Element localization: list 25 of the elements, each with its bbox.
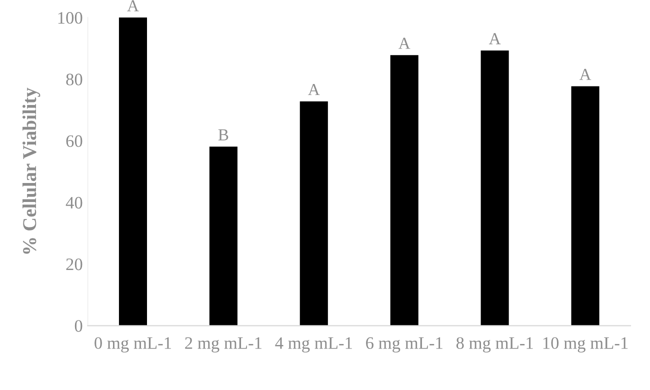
annotation: A: [579, 68, 592, 80]
bar: [571, 86, 600, 326]
y-tick-label: 80: [66, 74, 82, 86]
bar: [209, 146, 238, 326]
bar: [118, 18, 147, 326]
annotation: A: [398, 38, 410, 49]
y-tick-label: 0: [74, 320, 82, 332]
y-tick-label: 40: [66, 196, 82, 209]
annotation: A: [308, 84, 320, 96]
bar: [390, 55, 418, 326]
y-axis-title: % Cellular Viability: [22, 88, 40, 254]
x-tick-label: 0 mg mL-1: [94, 337, 171, 353]
y-tick-label: 60: [66, 135, 82, 147]
x-tick-label: 10 mg mL-1: [543, 337, 628, 353]
y-tick-label: 20: [66, 258, 82, 270]
x-tick-label: 2 mg mL-1: [185, 337, 262, 353]
x-tick-label: 8 mg mL-1: [456, 337, 533, 353]
bar: [300, 101, 328, 326]
x-tick-label: 6 mg mL-1: [366, 337, 442, 353]
annotation: A: [127, 0, 139, 12]
annotation: B: [218, 129, 228, 140]
y-tick-label: 100: [58, 12, 82, 24]
x-tick-label: 4 mg mL-1: [275, 337, 352, 353]
annotation: A: [488, 33, 501, 44]
bar: [480, 50, 509, 326]
